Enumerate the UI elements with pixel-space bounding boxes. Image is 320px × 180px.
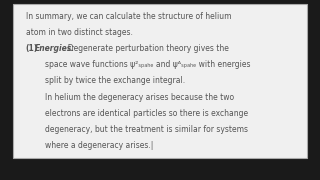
Text: split by twice the exchange integral.: split by twice the exchange integral. [45,76,185,86]
Text: electrons are identical particles so there is exchange: electrons are identical particles so the… [45,109,248,118]
Text: (1): (1) [26,44,38,53]
Text: where a degeneracy arises.|: where a degeneracy arises.| [45,141,153,150]
Text: Energies:: Energies: [35,44,75,53]
Text: atom in two distinct stages.: atom in two distinct stages. [26,28,132,37]
Text: In helium the degeneracy arises because the two: In helium the degeneracy arises because … [45,93,234,102]
Text: In summary, we can calculate the structure of helium: In summary, we can calculate the structu… [26,12,231,21]
FancyBboxPatch shape [13,4,307,158]
Text: Degenerate perturbation theory gives the: Degenerate perturbation theory gives the [63,44,228,53]
Text: degeneracy, but the treatment is similar for systems: degeneracy, but the treatment is similar… [45,125,248,134]
Text: space wave functions ψ²ₛₚₐₕₑ and ψᴬₛₚₐₕₑ with energies: space wave functions ψ²ₛₚₐₕₑ and ψᴬₛₚₐₕₑ… [45,60,250,69]
